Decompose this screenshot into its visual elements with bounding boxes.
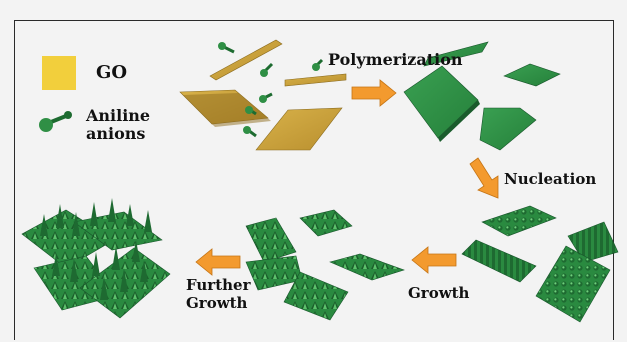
frame-top-line xyxy=(14,20,614,21)
further-grown-sheets-group xyxy=(21,198,171,319)
aniline-anion xyxy=(243,126,257,138)
growth-label: Growth xyxy=(408,284,470,302)
grown-sheet xyxy=(283,271,349,321)
aniline-anion xyxy=(245,106,257,116)
aniline-legend-icon xyxy=(39,111,72,132)
further-growth-label-line1: Further xyxy=(186,276,251,294)
grown-sheet xyxy=(245,217,297,263)
nucleated-sheet xyxy=(461,239,537,283)
further-growth-label-line2: Growth xyxy=(186,294,248,312)
frame-left-line xyxy=(14,20,15,340)
polymer-sheet xyxy=(423,41,489,67)
tall-spikes xyxy=(40,198,152,300)
go-sheet xyxy=(255,107,343,151)
frame-right-line xyxy=(613,20,614,340)
grown-sheet xyxy=(329,253,405,281)
aniline-anion xyxy=(259,92,273,103)
nucleated-sheet xyxy=(535,245,611,323)
polymer-sheet xyxy=(479,107,537,151)
aniline-legend-label-line2: anions xyxy=(86,124,146,143)
aniline-anion xyxy=(218,42,235,54)
go-sheet xyxy=(284,73,347,87)
growth-arrow xyxy=(411,246,457,274)
aniline-anions-group xyxy=(218,42,324,138)
polymer-sheet xyxy=(503,63,561,87)
grown-sheets-group xyxy=(245,209,405,321)
polymer-sheets-group xyxy=(403,41,561,151)
aniline-legend-label-line1: Aniline xyxy=(86,106,151,125)
go-sheet xyxy=(183,93,271,127)
aniline-anion xyxy=(312,58,324,71)
aniline-anion xyxy=(260,62,274,77)
polymerization-label: Polymerization xyxy=(328,50,463,69)
further-growth-arrow xyxy=(195,248,241,276)
polymer-sheet xyxy=(438,100,480,142)
nucleated-sheet xyxy=(481,205,557,237)
nucleation-arrow xyxy=(469,157,499,199)
go-sheet xyxy=(209,39,283,81)
go-legend-swatch xyxy=(42,56,76,90)
grown-sheet xyxy=(299,209,353,237)
go-sheets-group xyxy=(179,39,347,151)
polymer-sheet xyxy=(403,65,479,139)
nucleated-sheets-group xyxy=(461,205,619,323)
go-legend-label: GO xyxy=(96,62,128,83)
nucleation-label: Nucleation xyxy=(504,170,597,188)
polymerization-arrow xyxy=(351,79,397,107)
